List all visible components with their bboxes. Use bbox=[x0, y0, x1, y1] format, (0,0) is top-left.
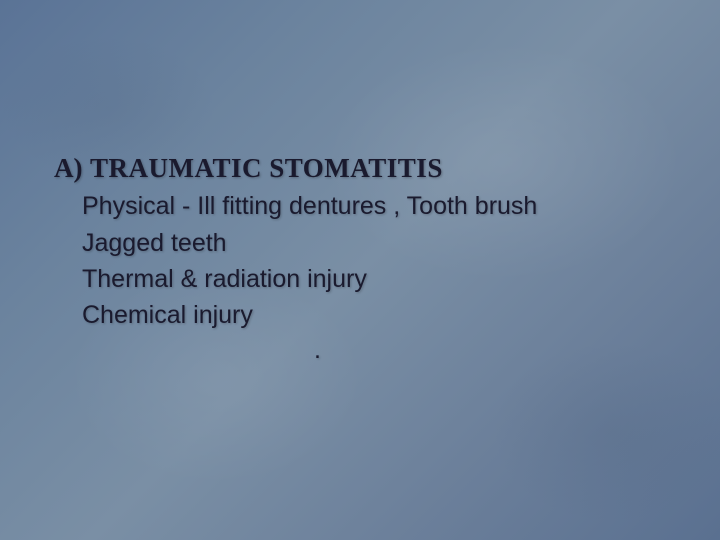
body-line: Chemical injury bbox=[54, 297, 680, 333]
heading-prefix: A) bbox=[54, 153, 83, 183]
slide-container: A) TRAUMATIC STOMATITIS Physical - Ill f… bbox=[0, 0, 720, 540]
body-line: Thermal & radiation injury bbox=[54, 261, 680, 297]
body-line: Physical - Ill fitting dentures , Tooth … bbox=[54, 188, 680, 224]
trailing-dot: . bbox=[54, 333, 680, 368]
heading-title: TRAUMATIC STOMATITIS bbox=[90, 153, 443, 183]
slide-heading: A) TRAUMATIC STOMATITIS bbox=[54, 150, 680, 186]
body-line: Jagged teeth bbox=[54, 225, 680, 261]
